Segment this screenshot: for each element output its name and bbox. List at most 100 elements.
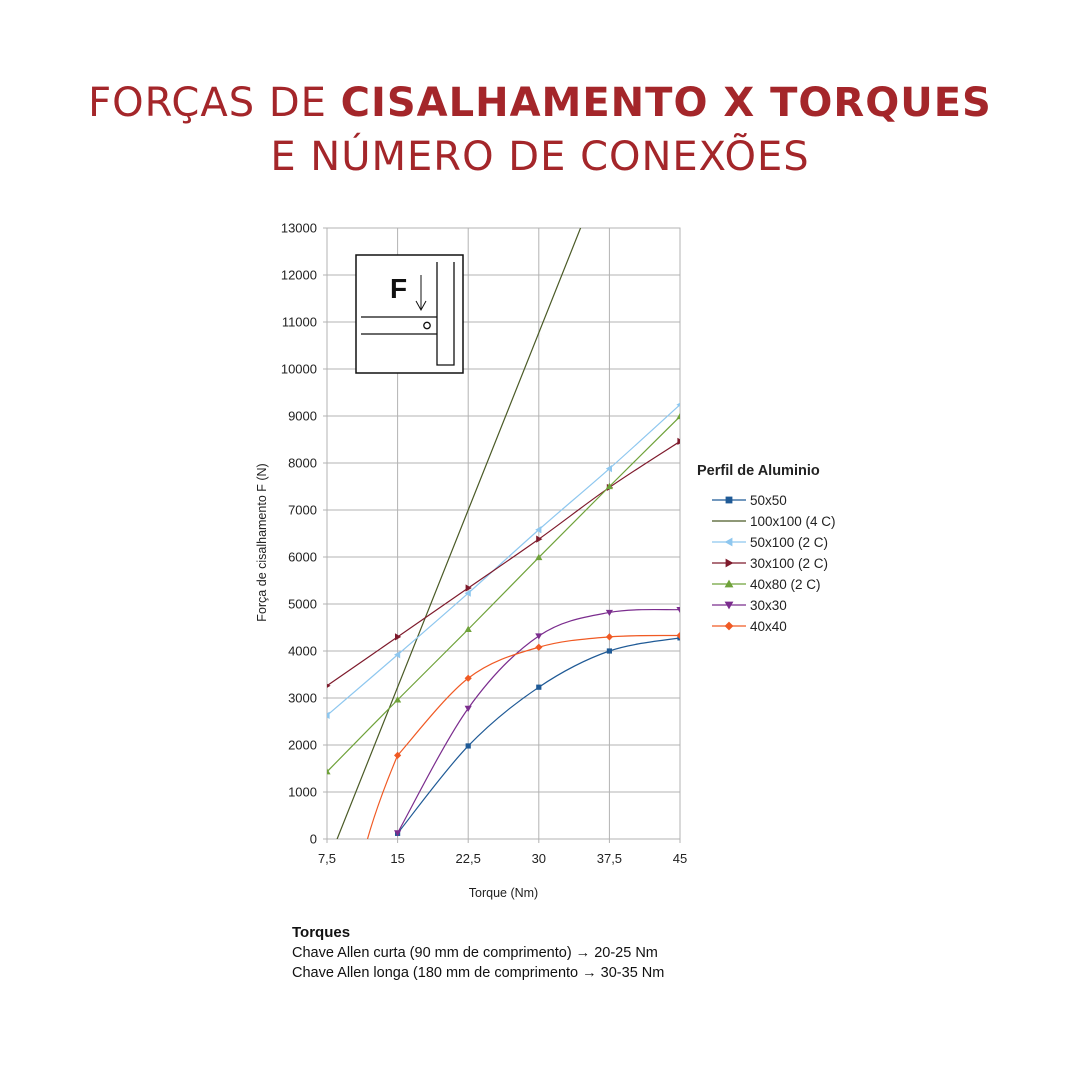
- data-point: [536, 535, 543, 543]
- legend-label: 50x100 (2 C): [750, 535, 828, 550]
- y-tick-label: 1000: [288, 785, 317, 800]
- y-axis-label: Força de cisalhamento F (N): [255, 463, 269, 621]
- shear-force-chart: 7,5 15 22,5 30 37,5 45 0 1000 2000 3000 4000 5000 60…: [255, 221, 836, 901]
- series-100x100-4-c-: [394, 330, 543, 690]
- data-point: [464, 589, 471, 597]
- series-line: [327, 416, 680, 773]
- series-line: [397, 637, 680, 834]
- y-tick-label: 7000: [288, 503, 317, 518]
- legend-label: 40x40: [750, 619, 787, 634]
- data-point: [535, 643, 543, 651]
- chart-series: [327, 330, 680, 839]
- page-headline: FORÇAS DE CISALHAMENTO X TORQUES E NÚMER…: [0, 76, 1080, 184]
- data-point: [464, 625, 472, 632]
- x-tick-label: 15: [390, 851, 404, 866]
- extrapolation-line: [336, 228, 582, 839]
- data-point: [605, 465, 612, 473]
- data-point: [394, 651, 401, 659]
- data-point: [536, 684, 542, 690]
- y-tick-label: 11000: [282, 315, 317, 330]
- series-line: [327, 440, 680, 687]
- headline-bold-part: CISALHAMENTO X TORQUES: [340, 80, 992, 126]
- y-tick-label: 9000: [288, 409, 317, 424]
- force-arrow-head: [415, 300, 427, 312]
- data-point: [725, 558, 734, 568]
- y-tick-label: 13000: [281, 221, 317, 236]
- headline-line-2: E NÚMERO DE CONEXÕES: [270, 134, 810, 180]
- x-axis-label: Torque (Nm): [469, 886, 538, 900]
- torque-note-short-key: Chave Allen curta (90 mm de comprimento)…: [292, 945, 658, 961]
- series-line: [366, 634, 680, 839]
- data-point: [465, 584, 472, 592]
- chart-extrapolation-lines: [336, 228, 582, 839]
- x-tick-label: 7,5: [318, 851, 336, 866]
- x-tick-label: 30: [532, 851, 546, 866]
- x-tick-label: 37,5: [597, 851, 622, 866]
- data-point: [724, 517, 734, 525]
- data-point: [394, 751, 402, 759]
- data-point: [605, 609, 613, 617]
- data-point: [605, 482, 613, 490]
- chart-legend: Perfil de Aluminio 50x50 100x100 (4 C) 50x1…: [697, 463, 836, 634]
- legend-label: 30x30: [750, 598, 787, 613]
- legend-label: 100x100 (4 C): [750, 514, 836, 529]
- y-tick-label: 8000: [288, 456, 317, 471]
- y-tick-label: 6000: [288, 550, 317, 565]
- series-30x100-2-c-: [327, 437, 680, 688]
- data-point: [676, 402, 680, 407]
- legend-item: 50x50: [712, 493, 787, 508]
- x-tick-label: 22,5: [456, 851, 481, 866]
- y-tick-label: 3000: [288, 691, 317, 706]
- legend-item: 40x80 (2 C): [712, 577, 821, 592]
- chart-axes: 7,5 15 22,5 30 37,5 45 0 1000 2000 3000 4000 5000 60…: [255, 221, 687, 901]
- data-point: [724, 621, 734, 631]
- data-point: [394, 684, 402, 690]
- y-tick-label: 2000: [288, 738, 317, 753]
- data-point: [605, 633, 613, 641]
- data-point: [676, 607, 680, 614]
- y-tick-label: 5000: [288, 597, 317, 612]
- data-point: [464, 674, 472, 682]
- torque-notes: Torques Chave Allen curta (90 mm de comp…: [292, 923, 664, 983]
- legend-label: 40x80 (2 C): [750, 577, 821, 592]
- y-tick-label: 0: [310, 832, 317, 847]
- headline-line-1: FORÇAS DE CISALHAMENTO X TORQUES: [0, 76, 1080, 130]
- y-tick-label: 4000: [288, 644, 317, 659]
- y-tick-label: 10000: [281, 362, 317, 377]
- series-50x100-2-c-: [327, 402, 680, 719]
- data-point: [327, 711, 330, 719]
- diagram-fastener: [423, 321, 431, 330]
- legend-item: 30x30: [712, 598, 787, 613]
- data-point: [724, 537, 733, 547]
- data-point: [725, 496, 733, 504]
- legend-item: 50x100 (2 C): [712, 535, 828, 550]
- data-point: [676, 412, 680, 420]
- data-point: [464, 705, 472, 712]
- series-30x30: [394, 607, 680, 837]
- x-tick-label: 45: [673, 851, 687, 866]
- force-diagram-inset: F: [355, 254, 464, 374]
- torque-note-long-key: Chave Allen longa (180 mm de comprimento…: [292, 965, 665, 981]
- data-point: [606, 648, 612, 654]
- legend-label: 30x100 (2 C): [750, 556, 828, 571]
- legend-title: Perfil de Aluminio: [697, 463, 820, 479]
- series-line: [327, 404, 680, 716]
- diagram-vertical-profile: [436, 262, 455, 366]
- series-40x40: [366, 631, 680, 839]
- series-line: [397, 608, 680, 834]
- data-point: [464, 507, 472, 513]
- force-label: F: [390, 273, 407, 304]
- data-point: [327, 683, 331, 688]
- legend-label: 50x50: [750, 493, 787, 508]
- series-40x80-2-c-: [327, 412, 680, 775]
- data-point: [395, 633, 402, 641]
- data-point: [677, 635, 680, 641]
- data-point: [677, 437, 680, 445]
- data-point: [535, 553, 543, 561]
- data-point: [327, 768, 331, 775]
- data-point: [724, 579, 734, 588]
- torque-notes-heading: Torques: [292, 924, 351, 941]
- headline-regular-part: FORÇAS DE: [88, 80, 341, 126]
- data-point: [465, 743, 471, 749]
- data-point: [394, 696, 402, 703]
